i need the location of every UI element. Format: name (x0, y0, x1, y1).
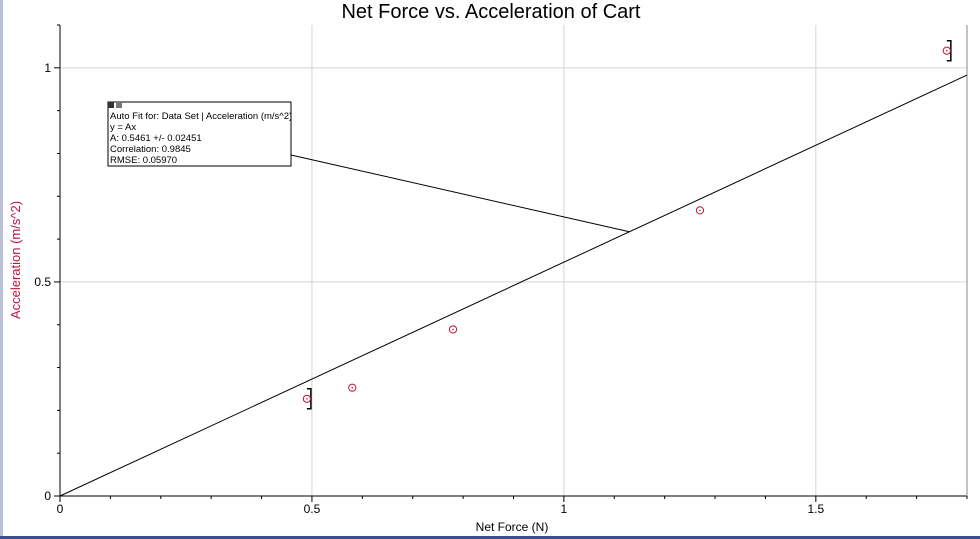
fit-annotation-frame (107, 101, 292, 167)
data-point-center (351, 386, 354, 389)
x-axis-label: Net Force (N) (476, 520, 549, 534)
data-point-marker (448, 325, 458, 334)
data-point[interactable] (302, 394, 312, 403)
fit-info-line: y = Ax (110, 122, 136, 133)
fit-info-line: Correlation: 0.9845 (110, 144, 191, 155)
x-tick-label: 1.5 (807, 502, 824, 516)
y-axis-label: Acceleration (m/s^2) (8, 201, 23, 319)
x-tick-label: 1 (561, 502, 568, 516)
data-point-marker (942, 46, 951, 55)
fit-line (59, 74, 968, 497)
close-icon[interactable] (108, 102, 114, 108)
data-point-marker (348, 383, 357, 392)
tick-marks (54, 24, 968, 502)
data-point[interactable] (448, 325, 458, 334)
tick-labels: 0 0.5 1 1.5 0 0.5 1 (34, 61, 824, 516)
y-tick-label: 1 (44, 61, 51, 75)
window-frame-bottom (0, 536, 980, 539)
data-point[interactable] (348, 383, 357, 392)
x-tick-label: 0 (57, 502, 64, 516)
fit-info-line: Auto Fit for: Data Set | Acceleration (m… (110, 111, 292, 122)
y-tick-label: 0.5 (34, 275, 51, 289)
x-tick-label: 0.5 (304, 502, 321, 516)
fit-info-line: RMSE: 0.05970 (110, 155, 177, 166)
fit-info-line: A: 0.5461 +/- 0.02451 (110, 133, 202, 144)
chart-title: Net Force vs. Acceleration of Cart (341, 1, 640, 23)
data-points[interactable] (302, 46, 951, 403)
data-point-marker (302, 394, 312, 403)
data-point-center (946, 49, 948, 52)
axes (59, 25, 968, 497)
fit-annotation-box[interactable]: Auto Fit for: Data Set | Acceleration (m… (107, 101, 292, 167)
data-point[interactable] (695, 206, 705, 215)
data-point[interactable] (942, 46, 951, 55)
options-icon[interactable] (116, 102, 122, 108)
data-point-center (699, 209, 701, 212)
window-frame-left (0, 0, 3, 539)
data-point-center (306, 398, 308, 400)
data-point-center (452, 328, 454, 331)
data-point-marker (695, 206, 705, 215)
annotation-pointer-line (290, 154, 630, 233)
gridlines (60, 25, 967, 496)
y-tick-label: 0 (44, 489, 51, 503)
